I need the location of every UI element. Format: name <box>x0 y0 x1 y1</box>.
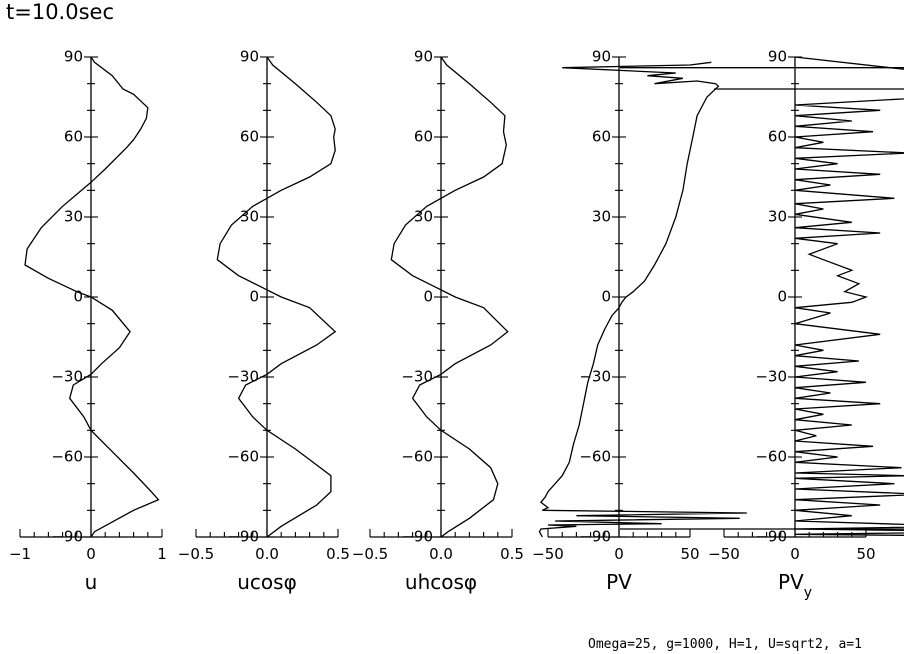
y-tick-label: 0 <box>423 288 433 306</box>
x-tick-label: 0 <box>614 545 624 563</box>
plot-title: t=10.0sec <box>6 0 114 24</box>
x-tick-label: 0.5 <box>326 545 350 563</box>
y-tick-label: −30 <box>755 368 787 386</box>
y-tick-label: 90 <box>414 48 433 66</box>
x-axis-label: u <box>85 570 98 594</box>
y-tick-label: 30 <box>240 208 259 226</box>
x-tick-label: −1 <box>9 545 31 563</box>
x-tick-label: −0.5 <box>178 545 214 563</box>
y-tick-label: 30 <box>768 208 787 226</box>
y-tick-label: −30 <box>401 368 433 386</box>
y-tick-label: 60 <box>768 128 787 146</box>
y-tick-label: −60 <box>755 448 787 466</box>
y-tick-label: −60 <box>51 448 83 466</box>
panel-2: 90 60 30 0 −30 −60 −90 −0.5 0.0 0.5 <box>178 48 350 564</box>
x-tick-label: 0.0 <box>429 545 453 563</box>
y-tick-label: 0 <box>73 288 83 306</box>
y-tick-label: −60 <box>227 448 259 466</box>
y-tick-label: 30 <box>414 208 433 226</box>
y-tick-label: −60 <box>401 448 433 466</box>
panel-5: 90 60 30 0 −30 −60 −90 −50 0 50 <box>708 48 904 563</box>
y-tick-label: 90 <box>768 48 787 66</box>
y-tick-label: −90 <box>755 528 787 546</box>
y-tick-label: 60 <box>64 128 83 146</box>
x-axis-label: PV <box>606 570 632 594</box>
y-tick-label: 30 <box>592 208 611 226</box>
x-axis-label: PVy <box>778 570 812 601</box>
y-tick-label: 0 <box>777 288 787 306</box>
x-tick-label: 50 <box>680 545 699 563</box>
x-tick-label: −50 <box>532 545 564 563</box>
y-tick-label: 90 <box>240 48 259 66</box>
series-line <box>390 56 509 538</box>
y-tick-label: −90 <box>51 528 83 546</box>
y-tick-label: −30 <box>51 368 83 386</box>
y-tick-label: 60 <box>414 128 433 146</box>
y-tick-label: −30 <box>579 368 611 386</box>
y-tick-label: 90 <box>592 48 611 66</box>
y-tick-label: 0 <box>249 288 259 306</box>
y-tick-label: 60 <box>240 128 259 146</box>
y-tick-label: 0 <box>601 288 611 306</box>
y-tick-label: −30 <box>227 368 259 386</box>
x-axis-label: uhcosφ <box>405 570 477 594</box>
y-tick-label: 60 <box>592 128 611 146</box>
x-axis-label: ucosφ <box>237 570 297 594</box>
y-tick-label: 90 <box>64 48 83 66</box>
series-line <box>24 56 160 538</box>
y-tick-label: −90 <box>579 528 611 546</box>
x-tick-label: 0 <box>86 545 96 563</box>
panel-4: 90 60 30 0 −30 −60 −90 −50 0 50 <box>532 48 747 563</box>
x-tick-label: 0.0 <box>255 545 279 563</box>
parameter-footnote: Omega=25, g=1000, H=1, U=sqrt2, a=1 <box>588 637 862 652</box>
y-tick-label: 30 <box>64 208 83 226</box>
y-tick-label: −60 <box>579 448 611 466</box>
x-tick-label: −50 <box>708 545 740 563</box>
x-tick-label: 0 <box>790 545 800 563</box>
x-tick-label: 1 <box>157 545 167 563</box>
series-line <box>216 56 337 538</box>
series-line <box>794 56 904 536</box>
y-tick-label: −90 <box>227 528 259 546</box>
x-tick-label: 50 <box>856 545 875 563</box>
x-tick-label: 0.5 <box>500 545 524 563</box>
x-tick-label: −0.5 <box>352 545 388 563</box>
panel-1: 90 60 30 0 −30 −60 −90 −1 0 1 <box>9 48 167 564</box>
panel-3: 90 60 30 0 −30 −60 −90 −0.5 0.0 0.5 <box>352 48 524 564</box>
series-line <box>538 61 747 538</box>
y-tick-label: −90 <box>401 528 433 546</box>
